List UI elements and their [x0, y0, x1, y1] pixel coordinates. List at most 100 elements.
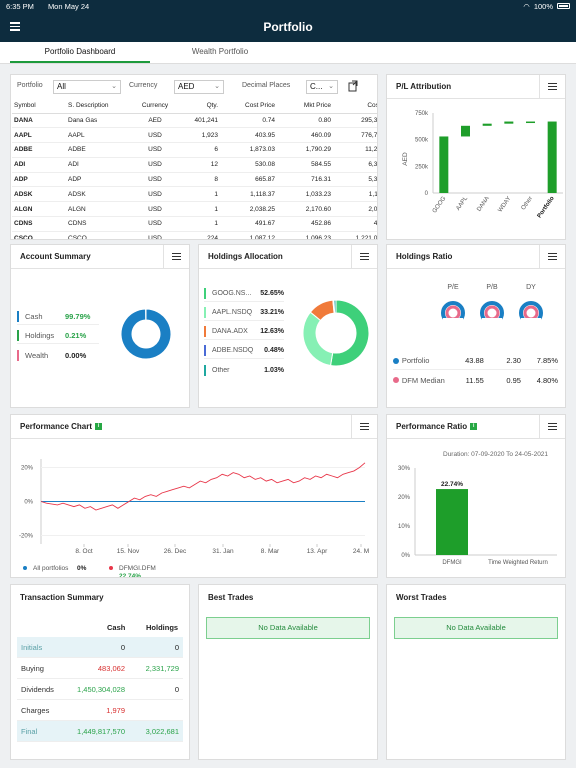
decimal-places-select[interactable]: C... ⌄	[306, 80, 338, 94]
portfolio-select[interactable]: All ⌄	[53, 80, 121, 94]
table-cell: 1,096.23	[277, 231, 333, 239]
legend-value: 0.48%	[264, 347, 284, 354]
table-cell: Dana Gas	[66, 113, 136, 129]
card-header: Performance Ratio i	[387, 415, 565, 439]
table-cell: 295,345.4	[333, 113, 377, 129]
ratio-value: 2.30	[506, 356, 521, 365]
table-cell: CDNS	[66, 216, 136, 232]
tx-col-cash: Cash	[107, 623, 126, 632]
table-cell: 0.74	[220, 113, 277, 129]
tab-wealth-portfolio[interactable]: Wealth Portfolio	[191, 47, 249, 56]
currency-select[interactable]: AED ⌄	[174, 80, 224, 94]
table-cell: 1,033.23	[277, 186, 333, 203]
table-cell: 1,118.3	[333, 186, 377, 203]
best-trades-empty: No Data Available	[206, 617, 370, 639]
table-cell: 584.55	[277, 157, 333, 173]
x-tick-label: 24. M	[353, 548, 369, 555]
tx-row-cash: 1,450,304,028	[77, 685, 125, 694]
settings-button[interactable]	[539, 415, 565, 438]
ratio-value: 43.88	[465, 356, 484, 365]
table-cell: 403.95	[220, 127, 277, 144]
legend-label: All portfolios	[33, 565, 69, 572]
col-currency[interactable]: Currency	[136, 99, 174, 114]
settings-button[interactable]	[163, 245, 189, 268]
col-mkt-price[interactable]: Mkt Price	[277, 99, 333, 114]
table-cell: 491.6	[333, 216, 377, 232]
card-title: Best Trades	[208, 592, 254, 602]
settings-button[interactable]	[539, 245, 565, 268]
table-cell: USD	[136, 127, 174, 144]
table-cell: 1,923	[174, 127, 220, 144]
legend-item: DANA.ADX 12.63%	[204, 324, 284, 340]
card-header: Holdings Allocation	[199, 245, 377, 269]
app-bar: Portfolio	[0, 12, 576, 42]
status-time: 6:35 PM	[6, 1, 34, 11]
tx-row-label: Charges	[21, 706, 50, 715]
info-icon[interactable]: i	[95, 423, 103, 430]
export-icon[interactable]	[348, 80, 358, 92]
gauge-ring-dfm	[523, 305, 539, 321]
currency-value: AED	[178, 82, 195, 91]
table-cell: 12	[174, 157, 220, 173]
settings-button[interactable]	[539, 75, 565, 98]
table-cell: 1	[174, 201, 220, 218]
data-label: 22.74%	[441, 481, 463, 488]
info-icon[interactable]: i	[470, 423, 478, 430]
holdings-table-viewport[interactable]: Symbol S. Description Currency Qty. Cost…	[11, 99, 377, 239]
y-tick-label: 0	[425, 191, 429, 197]
table-cell: 716.31	[277, 172, 333, 188]
account-donut	[120, 308, 172, 360]
table-row[interactable]: CSCOCSCOUSD2241,087.121,096.231,221,046.…	[12, 231, 377, 239]
col-symbol[interactable]: Symbol	[12, 99, 66, 114]
gauge-ring-dfm	[445, 305, 461, 321]
legend-label: Holdings	[25, 331, 55, 340]
card-header: Worst Trades	[387, 585, 565, 609]
x-tick-label: 13. Apr	[307, 548, 328, 555]
ratio-value: 4.80%	[536, 375, 558, 385]
card-title: Transaction Summary	[20, 592, 104, 602]
account-slice	[120, 308, 172, 360]
chevron-down-icon: ⌄	[214, 83, 220, 90]
table-cell: DANA	[12, 113, 66, 129]
settings-button[interactable]	[351, 415, 377, 438]
series-line-dfmgi	[40, 462, 366, 511]
x-tick-label: GOOG	[432, 195, 448, 214]
table-cell: USD	[136, 142, 174, 158]
menu-icon[interactable]	[10, 22, 20, 31]
performance-chart-card: Performance Chart i	[10, 414, 378, 578]
col-qty[interactable]: Qty.	[174, 99, 220, 114]
table-cell: 6,360.9	[333, 157, 377, 173]
ratio-row-label: DFM Median	[401, 375, 445, 385]
table-cell: ADI	[12, 157, 66, 173]
col-cost-value[interactable]: Cost Va	[333, 99, 377, 114]
legend-value: 0.00%	[65, 350, 87, 360]
legend-color	[17, 349, 19, 361]
table-cell: ADBE	[12, 142, 66, 158]
y-tick-label: 30%	[398, 466, 411, 472]
bar-portfolio	[547, 121, 557, 193]
gauge-gap	[482, 318, 502, 326]
battery-percent: 100%	[533, 1, 553, 11]
legend-color	[17, 311, 19, 322]
col-cost-price[interactable]: Cost Price	[220, 99, 277, 114]
y-tick-label: 0%	[24, 500, 33, 506]
y-tick-label: 10%	[398, 524, 411, 530]
allocation-slice	[329, 299, 370, 367]
worst-trades-card: Worst Trades	[386, 584, 566, 760]
tab-portfolio-dashboard[interactable]: Portfolio Dashboard	[10, 42, 150, 63]
settings-button[interactable]	[351, 245, 377, 268]
col-description[interactable]: S. Description	[66, 99, 136, 114]
table-header: Symbol S. Description Currency Qty. Cost…	[12, 99, 377, 114]
best-trades-card: Best Trades	[198, 584, 378, 760]
sliders-icon	[548, 253, 557, 260]
ratio-gauge	[480, 301, 504, 326]
ratio-value: 0.95	[506, 375, 521, 385]
